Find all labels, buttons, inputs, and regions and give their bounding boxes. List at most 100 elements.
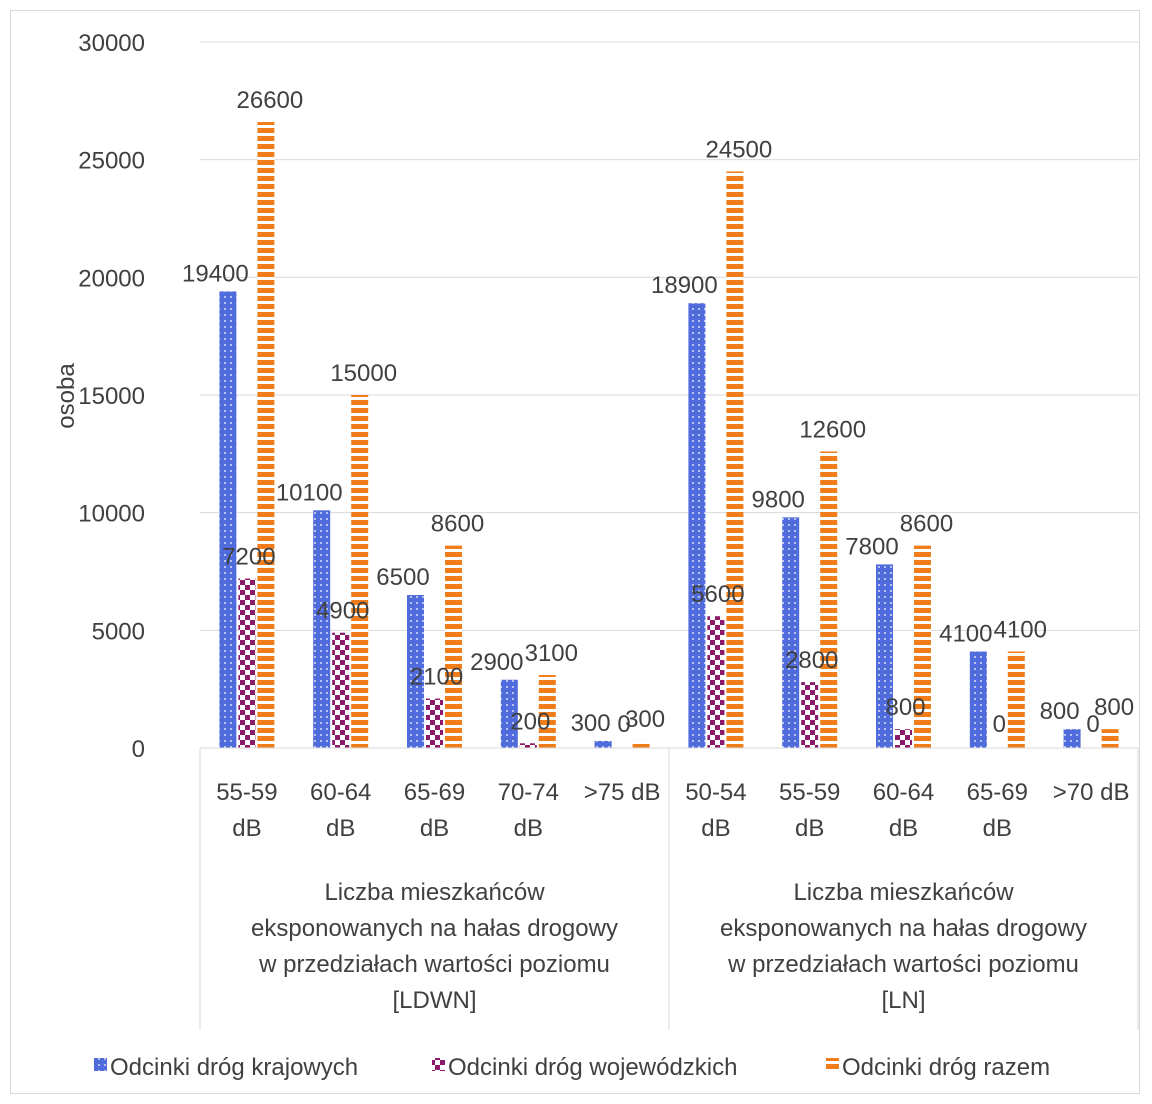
legend-swatch (94, 1058, 107, 1071)
legend-label: Odcinki dróg razem (842, 1054, 1050, 1081)
bar-checker (801, 682, 819, 748)
x-tick-label: dB (232, 815, 261, 842)
data-label: 18900 (651, 272, 718, 299)
data-label: 26600 (237, 87, 304, 114)
data-label: 300 (625, 706, 665, 733)
data-label: 800 (1040, 698, 1080, 725)
y-tick-label: 0 (132, 736, 145, 763)
data-label: 0 (993, 711, 1006, 738)
y-tick-label: 10000 (78, 501, 145, 528)
x-tick-label: 60-64 (873, 779, 934, 806)
legend-label: Odcinki dróg wojewódzkich (448, 1054, 737, 1081)
bar-horizontal-stripes (820, 451, 838, 748)
data-label: 0 (1086, 711, 1099, 738)
bar-checker (426, 698, 443, 748)
bar-horizontal-stripes (538, 675, 556, 748)
data-label: 19400 (182, 260, 249, 287)
bar-dotted (876, 564, 893, 748)
bar-dotted (782, 517, 800, 748)
bar-horizontal-stripes (1007, 651, 1025, 748)
bar-dotted (969, 651, 987, 748)
bar-horizontal-stripes (726, 171, 744, 748)
bar-dotted (313, 510, 331, 748)
x-tick-label: 50-54 (685, 779, 746, 806)
group-label: Liczba mieszkańców (324, 879, 545, 906)
y-axis-label: osoba (53, 363, 80, 429)
group-label: [LN] (881, 987, 925, 1014)
bar-dotted (500, 679, 518, 748)
x-tick-label: >70 dB (1053, 779, 1130, 806)
y-tick-label: 25000 (78, 148, 145, 175)
data-label: 800 (1094, 694, 1134, 721)
bar-horizontal-stripes (1101, 729, 1119, 748)
x-tick-label: 55-59 (216, 779, 277, 806)
bar-checker (707, 616, 725, 748)
legend: Odcinki dróg krajowych Odcinki dróg wojew… (94, 1054, 1050, 1081)
x-tick-label: 65-69 (967, 779, 1028, 806)
group-label: w przedziałach wartości poziomu (727, 951, 1079, 978)
data-label: 3100 (525, 640, 578, 667)
data-label: 2100 (410, 664, 463, 691)
data-label: 6500 (376, 564, 429, 591)
x-tick-label: 65-69 (404, 779, 465, 806)
x-axis: 55-59 dB 60-64 dB 65-69 dB 70-74 dB >75 dB 50-54 d… (199, 747, 1139, 1030)
bar-checker (238, 578, 256, 748)
bar-horizontal-stripes (914, 545, 931, 748)
x-tick-label: dB (795, 815, 824, 842)
y-tick-label: 15000 (78, 383, 145, 410)
data-label: 4900 (316, 598, 369, 625)
x-tick-label: dB (420, 815, 449, 842)
data-label: 4100 (939, 621, 992, 648)
bar-dotted (688, 303, 706, 748)
y-tick-label: 20000 (78, 265, 145, 292)
data-label: 7800 (845, 533, 898, 560)
data-label: 300 (571, 710, 611, 737)
bar-dotted (407, 595, 424, 748)
x-tick-label: dB (889, 815, 918, 842)
data-label: 200 (510, 708, 550, 735)
group-label: w przedziałach wartości poziomu (258, 951, 610, 978)
x-tick-label: >75 dB (584, 779, 661, 806)
data-label: 8600 (900, 511, 953, 538)
x-tick-label: 55-59 (779, 779, 840, 806)
y-axis-ticks: 0 5000 10000 15000 20000 25000 30000 (78, 30, 145, 763)
x-tick-label: 60-64 (310, 779, 371, 806)
legend-swatch (432, 1058, 445, 1071)
group-label: eksponowanych na hałas drogowy (720, 915, 1087, 942)
data-label: 800 (885, 694, 925, 721)
data-labels: 19400 7200 26600 10100 4900 15000 6500 2100 8600… (182, 87, 1134, 738)
y-tick-label: 30000 (78, 30, 145, 57)
bar-dotted (1063, 729, 1081, 748)
x-tick-label: dB (983, 815, 1012, 842)
x-tick-label: dB (326, 815, 355, 842)
legend-swatch (826, 1058, 839, 1071)
data-label: 12600 (799, 416, 866, 443)
data-label: 9800 (752, 486, 805, 513)
bars (219, 122, 1119, 749)
bar-checker (519, 743, 537, 748)
data-label: 8600 (431, 511, 484, 538)
data-label: 24500 (706, 136, 773, 163)
gridlines (200, 41, 1138, 631)
group-label: eksponowanych na hałas drogowy (251, 915, 618, 942)
bar-checker (332, 632, 350, 748)
data-label: 0 (617, 711, 630, 738)
data-label: 4100 (994, 617, 1047, 644)
data-label: 10100 (276, 479, 343, 506)
x-tick-label: dB (514, 815, 543, 842)
bar-dotted (219, 291, 237, 748)
data-label: 2900 (470, 649, 523, 676)
bar-dotted (594, 740, 612, 748)
bar-horizontal-stripes (445, 545, 462, 748)
data-label: 5600 (691, 581, 744, 608)
x-tick-label: 70-74 (498, 779, 559, 806)
bar-checker (895, 729, 912, 748)
data-label: 2800 (785, 647, 838, 674)
bar-horizontal-stripes (351, 395, 369, 748)
legend-label: Odcinki dróg krajowych (110, 1054, 358, 1081)
group-label: Liczba mieszkańców (793, 879, 1014, 906)
data-label: 7200 (222, 544, 275, 571)
bar-horizontal-stripes (257, 122, 275, 749)
data-label: 15000 (330, 360, 397, 387)
